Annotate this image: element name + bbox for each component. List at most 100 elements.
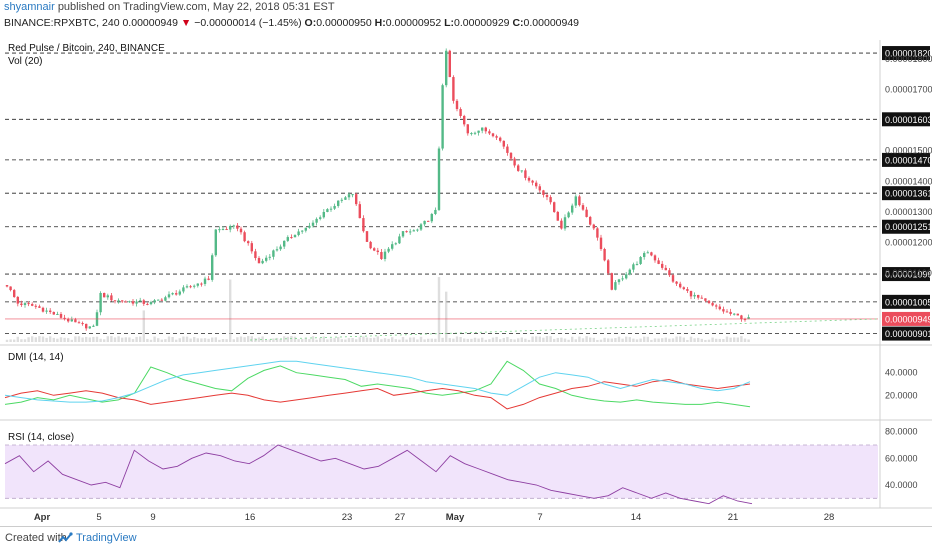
candle-body xyxy=(473,132,477,134)
candle-body xyxy=(337,200,340,206)
candle-body xyxy=(470,133,473,135)
volume-bar xyxy=(668,338,671,342)
candle-body xyxy=(635,263,639,265)
volume-bar xyxy=(275,337,279,342)
level-tag xyxy=(882,294,930,309)
rsi-tick-label: 80.0000 xyxy=(885,427,918,437)
volume-bar xyxy=(171,336,174,342)
candle-body xyxy=(329,208,333,210)
candle-body xyxy=(452,77,455,101)
candle-body xyxy=(491,133,495,137)
dmi-pane: DMI (14, 14) 40.0000 20.0000 xyxy=(0,352,932,421)
volume-bar xyxy=(729,337,732,342)
volume-bar xyxy=(463,338,466,342)
volume-bar xyxy=(589,337,592,342)
candle-body xyxy=(650,252,653,256)
volume-bar xyxy=(268,339,271,342)
candle-body xyxy=(603,249,606,261)
volume-bar xyxy=(509,338,513,342)
volume-bar xyxy=(38,336,41,342)
candle-body xyxy=(578,196,581,206)
price-tick-label: 0.00001300 xyxy=(885,207,932,217)
candle-body xyxy=(682,287,685,290)
candle-body xyxy=(599,237,603,250)
volume-bar xyxy=(437,277,441,342)
dmi-pane-title: DMI (14, 14) xyxy=(8,352,64,363)
candle-body xyxy=(639,257,642,264)
volume-bar xyxy=(553,338,556,342)
candle-body xyxy=(279,246,282,250)
candle-body xyxy=(63,317,66,319)
candle-body xyxy=(506,146,509,153)
volume-bar xyxy=(164,339,167,342)
x-tick-label: 14 xyxy=(631,512,642,523)
level-tag-label: 0.00001820 xyxy=(885,49,932,59)
volume-bar xyxy=(639,338,642,342)
price-tick-label: 0.00001700 xyxy=(885,85,932,95)
candle-body xyxy=(275,249,279,251)
candle-body xyxy=(707,300,711,304)
candle-body xyxy=(344,197,347,200)
volume-bar xyxy=(513,339,516,342)
volume-bar xyxy=(131,339,135,342)
candle-body xyxy=(315,218,318,223)
candle-body xyxy=(128,301,131,303)
chart-area[interactable]: Red Pulse / Bitcoin, 240, BINANCE Vol (20… xyxy=(0,40,932,526)
volume-bar xyxy=(707,339,711,342)
candle-body xyxy=(45,310,48,312)
volume-bar xyxy=(628,337,631,342)
candle-body xyxy=(135,301,138,304)
candle-body xyxy=(49,310,52,313)
candle-body xyxy=(211,255,214,280)
volume-bar xyxy=(603,337,606,342)
volume-bar xyxy=(499,339,502,342)
created-with-label: Created with xyxy=(5,532,67,544)
volume-bar xyxy=(167,336,171,342)
price-pane: Red Pulse / Bitcoin, 240, BINANCE Vol (20… xyxy=(0,40,932,508)
price-tick-label: 0.00001400 xyxy=(885,176,932,186)
candle-body xyxy=(239,228,243,233)
price-tick-label: 0.00001500 xyxy=(885,146,932,156)
volume-bar xyxy=(675,336,678,342)
candle-body xyxy=(351,194,354,196)
rsi-series-line xyxy=(4,444,753,505)
volume-bar xyxy=(34,337,37,342)
candle-body xyxy=(535,182,538,187)
candle-body xyxy=(445,50,448,86)
candle-body xyxy=(185,286,189,288)
candle-body xyxy=(250,243,253,252)
candle-body xyxy=(664,267,667,271)
volume-bar xyxy=(679,336,682,342)
candle-body xyxy=(218,229,221,231)
volume-bar xyxy=(430,338,433,342)
candle-body xyxy=(448,50,451,78)
x-tick-label: 16 xyxy=(245,512,256,523)
candle-body xyxy=(725,311,729,313)
candle-body xyxy=(236,225,239,229)
candle-body xyxy=(286,237,289,241)
tradingview-logo-icon xyxy=(58,532,73,543)
volume-bar xyxy=(45,337,48,342)
last-price-tag-label: 0.00000949 xyxy=(885,314,932,324)
volume-bar xyxy=(434,338,437,342)
candle-body xyxy=(167,294,171,298)
candle-body xyxy=(41,307,45,312)
author-link[interactable]: shyamnair xyxy=(4,1,55,13)
volume-bar xyxy=(365,337,369,342)
volume-bar xyxy=(491,337,495,342)
candle-body xyxy=(398,236,401,244)
volume-bar xyxy=(545,336,549,342)
candle-body xyxy=(142,300,145,304)
volume-bar xyxy=(124,337,127,342)
candle-body xyxy=(412,230,415,232)
volume-bar xyxy=(574,339,577,342)
candle-body xyxy=(92,325,95,327)
candle-body xyxy=(293,235,297,238)
candle-body xyxy=(459,109,462,116)
candle-body xyxy=(632,264,635,270)
volume-bar xyxy=(455,336,459,342)
candle-body xyxy=(538,186,541,191)
tradingview-brand-link[interactable]: TradingView xyxy=(76,532,137,544)
volume-bar xyxy=(139,336,142,342)
volume-bar xyxy=(376,336,379,342)
